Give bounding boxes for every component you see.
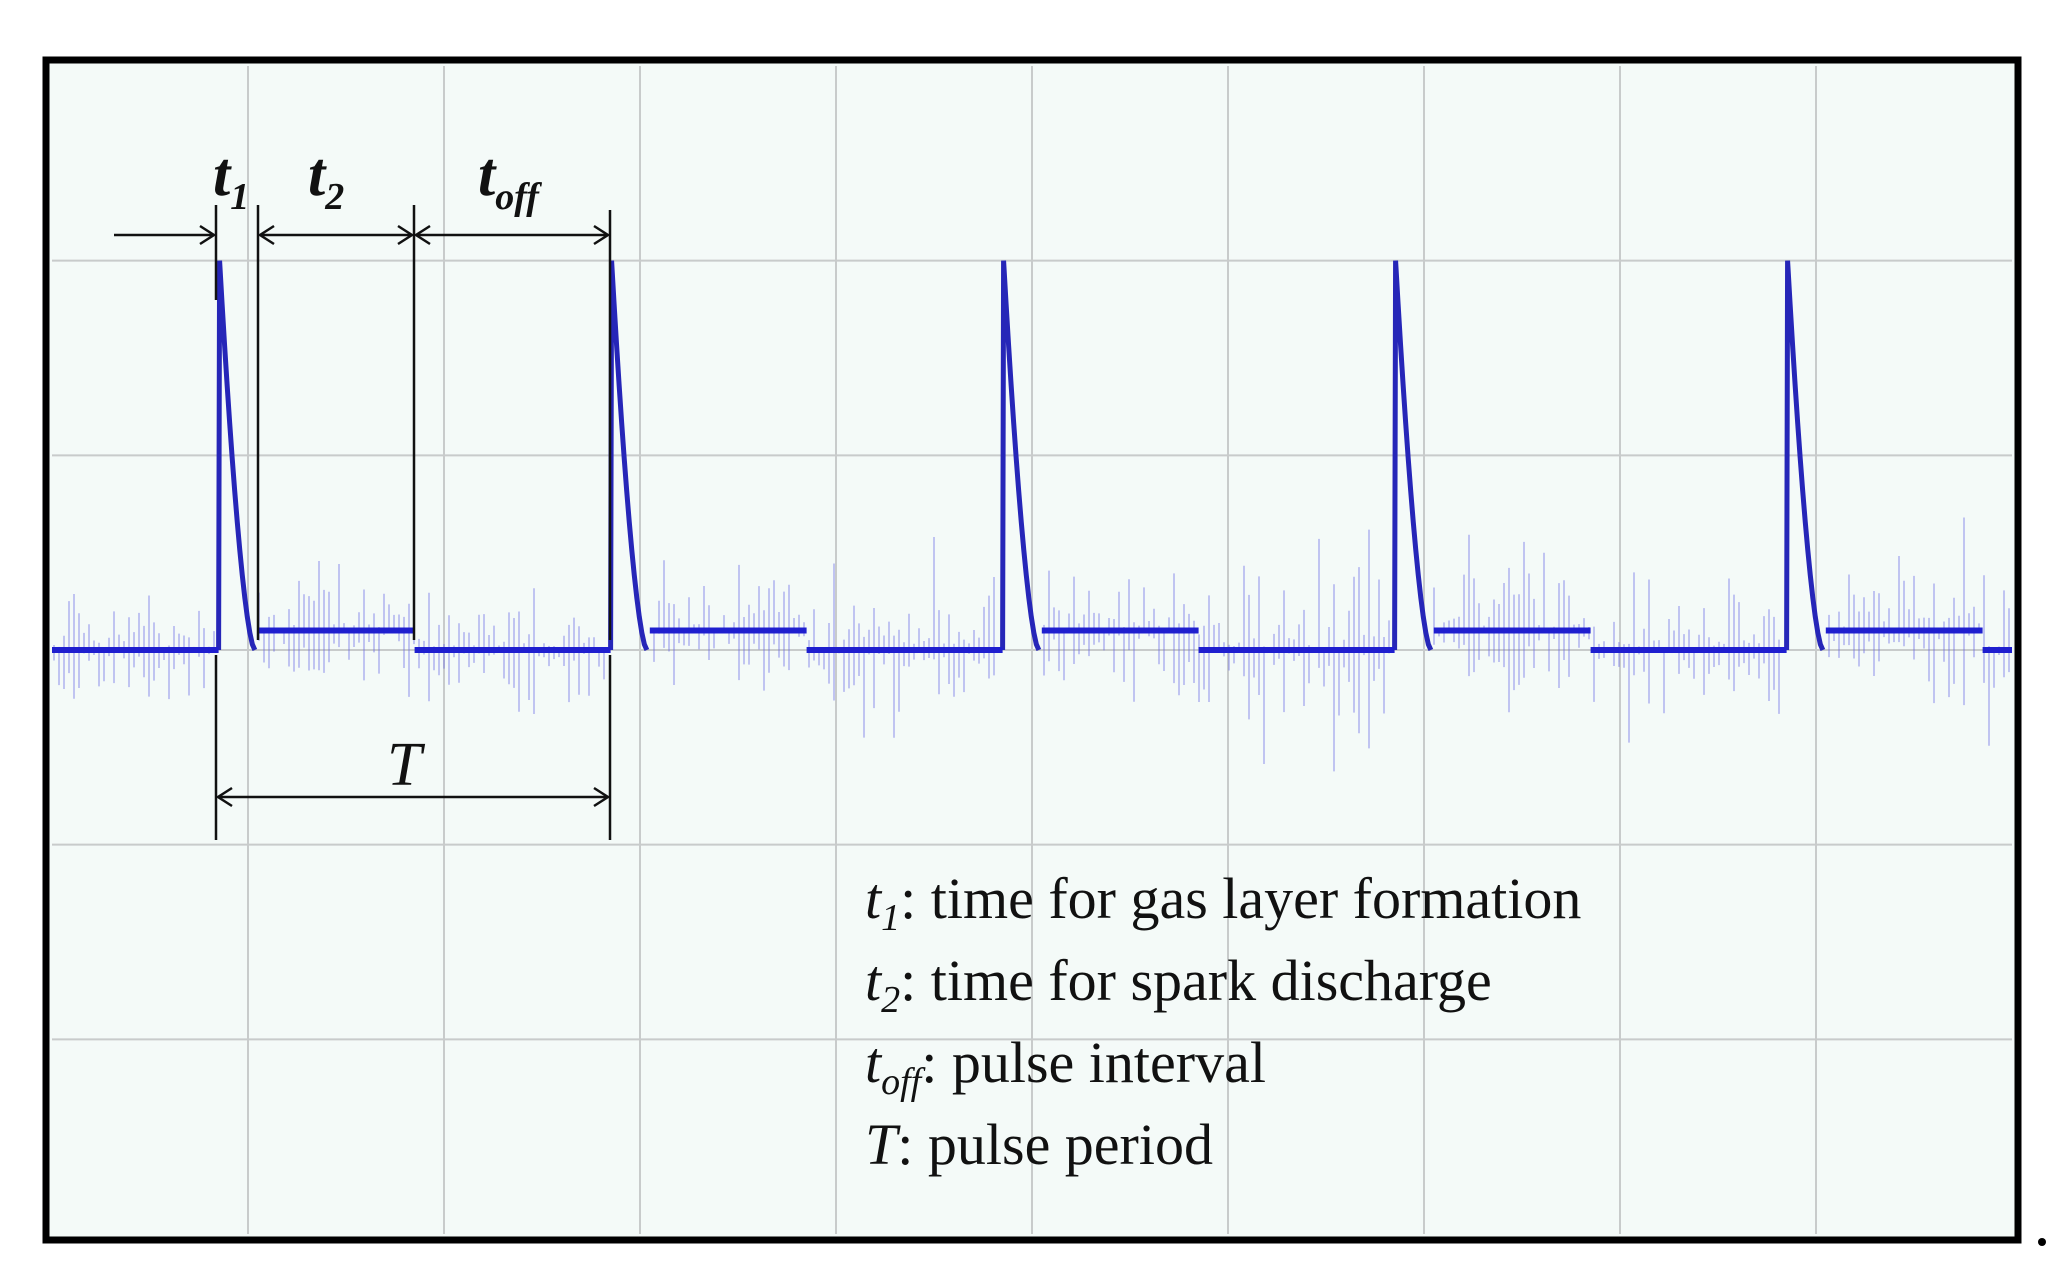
pulse-1	[216, 260, 258, 652]
legend: t1: time for gas layer formation t2: tim…	[865, 866, 1581, 1177]
trace-line	[52, 627, 2012, 653]
trailing-period-dot	[2038, 1238, 2046, 1246]
legend-item-t2: t2: time for spark discharge	[865, 948, 1492, 1021]
T-label: T	[387, 731, 426, 799]
legend-item-toff: toff: pulse interval	[865, 1030, 1266, 1103]
t2-arrowheads	[257, 224, 415, 246]
period-arrowheads	[215, 786, 611, 808]
t1-arrowhead	[199, 224, 217, 246]
grid	[52, 66, 2012, 1234]
legend-item-t1: t1: time for gas layer formation	[865, 866, 1581, 939]
t1-label: t1	[213, 141, 249, 218]
pulse-2	[608, 260, 650, 652]
legend-item-T: T: pulse period	[865, 1112, 1213, 1177]
dimension-annotations: t1 t2 toff T	[114, 141, 612, 840]
t2-label: t2	[308, 141, 344, 218]
trace-series	[52, 260, 2012, 653]
pulse-5	[1784, 260, 1826, 652]
pulse-3	[1000, 260, 1042, 652]
toff-label: toff	[478, 141, 542, 218]
pulse-4	[1392, 260, 1434, 652]
toff-arrowheads	[413, 224, 611, 246]
